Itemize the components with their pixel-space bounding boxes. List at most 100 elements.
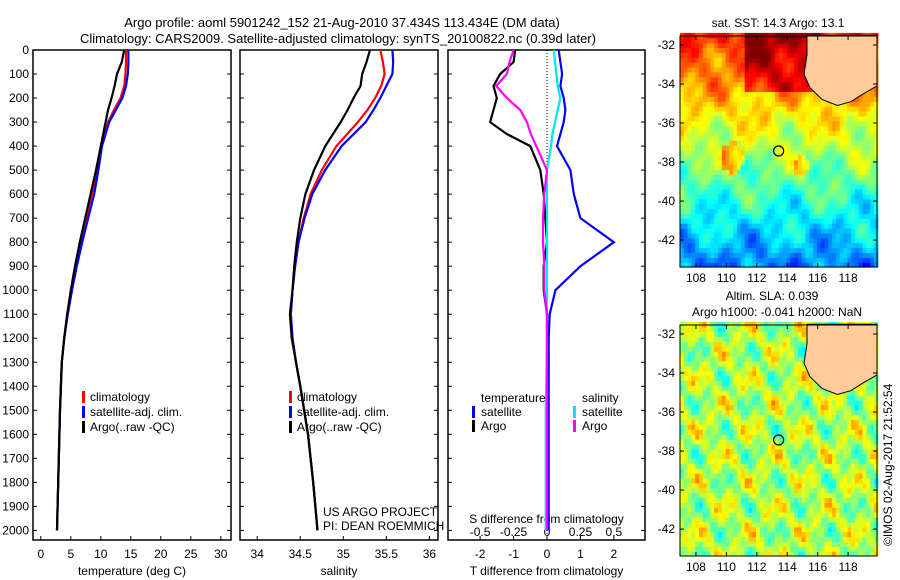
map-cell bbox=[782, 546, 788, 552]
map-cell bbox=[797, 62, 803, 68]
map-cell bbox=[680, 356, 685, 362]
map-cell bbox=[740, 517, 746, 523]
map-cell bbox=[843, 198, 848, 205]
map-cell bbox=[721, 193, 727, 200]
map-cell bbox=[851, 223, 856, 229]
map-cell bbox=[691, 237, 696, 244]
map-cell bbox=[786, 526, 791, 533]
map-cell bbox=[851, 458, 856, 464]
map-cell bbox=[820, 242, 826, 249]
map-cell bbox=[710, 154, 715, 161]
map-cell bbox=[790, 414, 795, 421]
map-cell bbox=[847, 512, 852, 518]
map-cell bbox=[733, 541, 738, 547]
map-cell bbox=[683, 257, 689, 263]
map-cell bbox=[801, 414, 807, 421]
map-cell bbox=[801, 218, 807, 224]
map-cell bbox=[854, 125, 860, 132]
map-cell bbox=[835, 125, 841, 132]
map-cell bbox=[816, 385, 822, 391]
map-cell bbox=[839, 110, 845, 117]
x-axis-label: salinity bbox=[321, 564, 358, 578]
map-cell bbox=[710, 375, 715, 381]
map-cell bbox=[729, 521, 734, 528]
map-cell bbox=[797, 404, 803, 411]
map-cell bbox=[847, 140, 852, 146]
map-cell bbox=[771, 521, 776, 528]
map-cell bbox=[870, 145, 875, 151]
map-cell bbox=[721, 468, 727, 474]
map-cell bbox=[702, 184, 708, 190]
map-cell bbox=[691, 390, 696, 396]
map-cell bbox=[680, 399, 685, 406]
map-cell bbox=[813, 424, 818, 430]
map-cell bbox=[744, 262, 750, 268]
map-cell bbox=[687, 492, 692, 499]
map-cell bbox=[706, 149, 711, 156]
map-cell bbox=[771, 399, 776, 406]
map-cell bbox=[687, 208, 692, 214]
map-cell bbox=[752, 438, 757, 445]
map-cell bbox=[699, 81, 704, 88]
map-cell bbox=[748, 37, 753, 44]
map-cell bbox=[874, 169, 879, 175]
map-cell bbox=[813, 458, 818, 464]
map-cell bbox=[820, 492, 826, 499]
map-cell bbox=[740, 140, 746, 146]
map-cell bbox=[835, 502, 841, 508]
map-cell bbox=[744, 526, 750, 533]
map-cell bbox=[752, 169, 757, 175]
map-cell bbox=[854, 115, 860, 122]
map-cell bbox=[748, 463, 753, 469]
map-cell bbox=[740, 110, 746, 117]
map-cell bbox=[809, 140, 814, 146]
map-cell bbox=[805, 419, 810, 425]
map-cell bbox=[790, 115, 795, 122]
map-cell bbox=[790, 247, 795, 253]
map-cell bbox=[695, 351, 700, 357]
map-cell bbox=[759, 370, 765, 377]
map-cell bbox=[721, 517, 727, 523]
map-cell bbox=[706, 115, 711, 122]
map-cell bbox=[805, 399, 810, 406]
map-cell bbox=[683, 448, 689, 455]
map-cell bbox=[737, 179, 742, 185]
map-cell bbox=[744, 91, 750, 97]
map-cell bbox=[706, 96, 711, 102]
map-cell bbox=[740, 135, 746, 141]
map-cell bbox=[725, 208, 730, 214]
map-cell bbox=[744, 458, 750, 464]
map-cell bbox=[874, 135, 879, 141]
map-cell bbox=[813, 468, 818, 474]
map-cell bbox=[790, 179, 795, 185]
map-cell bbox=[771, 91, 776, 97]
map-cell bbox=[710, 463, 715, 469]
map-cell bbox=[809, 149, 814, 156]
map-cell bbox=[794, 218, 799, 224]
map-cell bbox=[718, 521, 723, 528]
map-cell bbox=[786, 125, 791, 132]
map-cell bbox=[824, 448, 829, 455]
map-cell bbox=[702, 438, 708, 445]
map-cell bbox=[778, 184, 784, 190]
map-cell bbox=[706, 385, 711, 391]
map-cell bbox=[733, 106, 738, 112]
map-cell bbox=[763, 424, 769, 430]
map-cell bbox=[820, 448, 826, 455]
map-cell bbox=[695, 517, 700, 523]
map-cell bbox=[683, 497, 689, 503]
map-cell bbox=[775, 96, 780, 102]
map-cell bbox=[782, 399, 788, 406]
map-cell bbox=[691, 360, 696, 367]
map-cell bbox=[828, 242, 833, 249]
map-cell bbox=[870, 193, 875, 200]
map-cell bbox=[843, 443, 848, 450]
map-cell bbox=[786, 37, 791, 44]
map-cell bbox=[699, 380, 704, 386]
map-cell bbox=[699, 159, 704, 166]
differences-panel: -2 -1 0 1 2T difference from climatology-0.5… bbox=[447, 49, 646, 578]
map-cell bbox=[740, 336, 746, 342]
map-cell bbox=[683, 521, 689, 528]
map-cell bbox=[695, 399, 700, 406]
map-cell bbox=[752, 86, 757, 92]
